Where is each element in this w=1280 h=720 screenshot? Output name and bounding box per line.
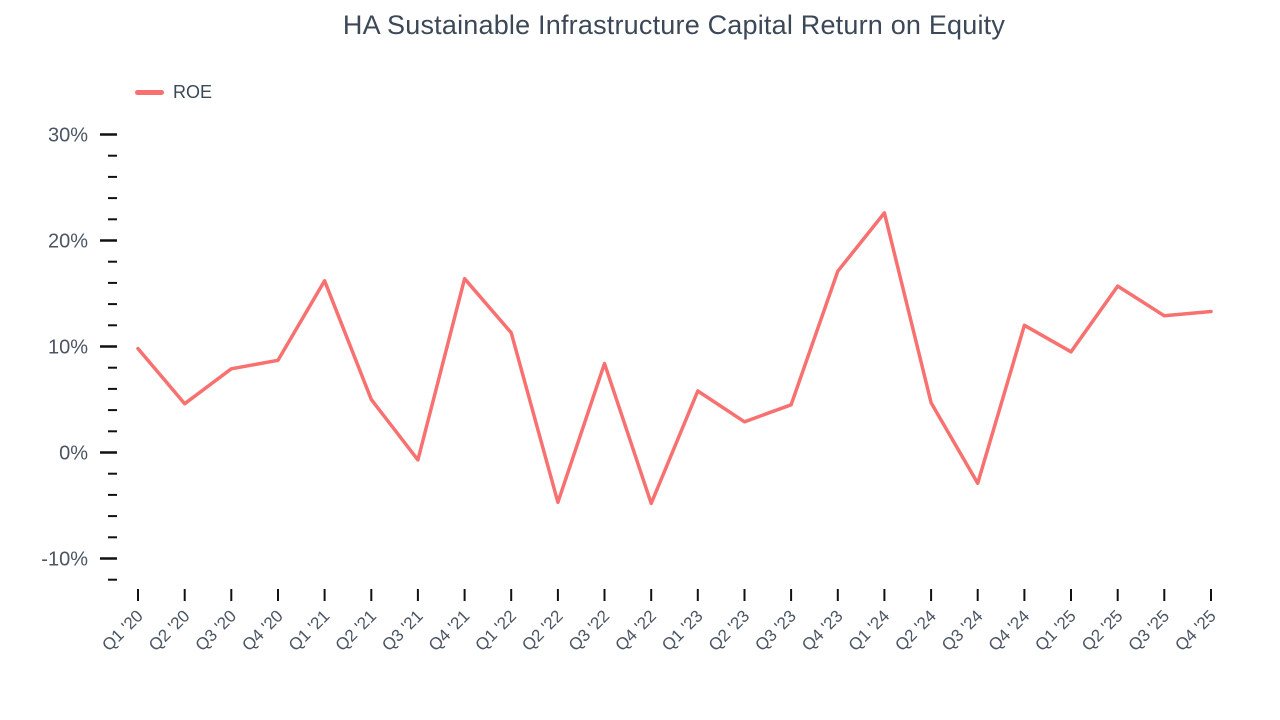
roe-series-line (136, 211, 1213, 506)
legend: ROE (135, 82, 212, 103)
legend-label: ROE (173, 82, 213, 102)
x-axis-tick-label: Q4 '24 (985, 606, 1033, 654)
y-axis-tick-label: -10% (41, 549, 88, 571)
x-axis-tick-label: Q1 '21 (285, 606, 333, 654)
x-axis-tick-label: Q2 '24 (891, 606, 939, 654)
x-axis-tick-label: Q1 '22 (472, 606, 520, 654)
y-axis-tick-label: 30% (48, 125, 88, 147)
x-axis-tick-label: Q3 '22 (565, 606, 613, 654)
x-axis-tick-label: Q4 '20 (238, 606, 286, 654)
x-axis-tick-label: Q3 '23 (751, 606, 799, 654)
x-axis-tick-label: Q2 '21 (332, 606, 380, 654)
x-axis-tick-label: Q3 '25 (1125, 606, 1173, 654)
x-axis-tick-label: Q2 '23 (705, 606, 753, 654)
x-axis-tick-label: Q1 '23 (658, 606, 706, 654)
x-axis-tick-label: Q3 '24 (938, 606, 986, 654)
x-axis-tick-label: Q2 '25 (1078, 606, 1126, 654)
y-axis-tick-label: 20% (48, 231, 88, 253)
x-axis-tick-label: Q4 '21 (425, 606, 473, 654)
x-axis-tick-label: Q1 '20 (98, 606, 146, 654)
x-axis-tick-label: Q2 '20 (145, 606, 193, 654)
x-axis-tick-label: Q1 '24 (845, 606, 893, 654)
x-axis-tick-label: Q3 '20 (192, 606, 240, 654)
x-axis-tick-label: Q4 '23 (798, 606, 846, 654)
x-axis-tick-label: Q2 '22 (518, 606, 566, 654)
x-axis-tick-label: Q4 '25 (1171, 606, 1219, 654)
x-axis-tick-label: Q1 '25 (1031, 606, 1079, 654)
x-axis-tick-label: Q4 '22 (612, 606, 660, 654)
legend-item-roe[interactable]: ROE (135, 82, 212, 103)
y-axis-tick-label: 10% (48, 337, 88, 359)
legend-swatch-icon (135, 90, 164, 95)
chart-title: HA Sustainable Infrastructure Capital Re… (342, 10, 1006, 40)
y-axis-tick-label: 0% (59, 443, 88, 465)
x-axis-tick-label: Q3 '21 (378, 606, 426, 654)
